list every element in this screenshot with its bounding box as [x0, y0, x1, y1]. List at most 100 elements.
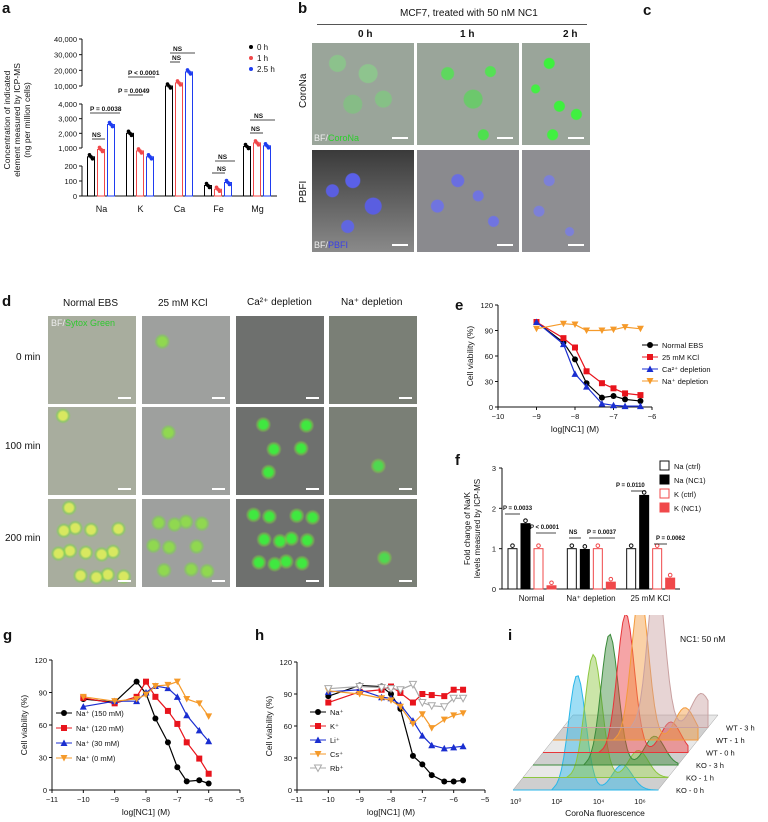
micrograph-d-r2-c2	[236, 499, 324, 587]
panel-letter-f: f	[455, 452, 460, 469]
bar	[605, 581, 616, 590]
chart-i: NC1: 50 nM KO - 0 h KO - 1 h KO - 3 h WT - 0…	[510, 615, 755, 818]
y-tick-label: 0	[73, 192, 77, 201]
series-line	[83, 680, 210, 717]
y-tick-label: 60	[485, 352, 493, 361]
data-point	[598, 380, 605, 387]
y-tick-label: 120	[34, 656, 47, 665]
y-axis-label: Cell viability (%)	[465, 326, 475, 387]
data-point	[510, 543, 515, 548]
scale-bar	[118, 488, 131, 490]
y-tick-label: 90	[284, 690, 292, 699]
y-tick-label: 4,000	[58, 100, 77, 109]
micrograph-d-r2-c0	[48, 499, 136, 587]
bar	[592, 548, 603, 590]
legend-swatch	[659, 502, 670, 513]
scale-bar	[118, 580, 131, 582]
data-point	[207, 185, 212, 190]
scale-bar	[212, 488, 225, 490]
bar	[87, 156, 95, 197]
data-point	[610, 326, 617, 334]
data-point	[428, 772, 435, 779]
overlay-bf-label: BF	[51, 318, 63, 328]
bar	[243, 146, 251, 197]
data-point	[173, 678, 181, 686]
data-point	[151, 683, 159, 690]
micrograph-d-r1-c0	[48, 407, 136, 495]
y-tick-label: 30,000	[54, 51, 77, 60]
data-point	[196, 755, 203, 762]
data-point	[227, 182, 232, 187]
x-tick-label: −8	[571, 412, 580, 421]
bar	[665, 577, 676, 590]
data-point	[100, 149, 105, 154]
data-point	[195, 726, 203, 734]
data-point	[139, 151, 144, 155]
legend-marker	[314, 736, 322, 743]
y-tick-label: 120	[279, 658, 292, 667]
overlay-sep: /	[325, 240, 329, 250]
data-point	[598, 327, 606, 334]
x-axis-label: log[NC1] (M)	[551, 424, 599, 434]
y-tick-label: 0	[489, 403, 493, 412]
y-tick-label: 60	[39, 721, 47, 730]
y-tick-label: 30	[284, 754, 292, 763]
data-point	[523, 518, 528, 523]
legend-marker	[646, 378, 654, 385]
legend-marker	[249, 56, 253, 60]
legend-label: Na⁺ (120 mM)	[76, 724, 124, 733]
panel-d-row-0: 0 min	[16, 352, 41, 363]
micrograph-coro-0h: BF/CoroNa	[312, 43, 414, 145]
scale-bar	[118, 397, 131, 399]
legend-marker	[647, 354, 653, 360]
scale-bar	[306, 488, 319, 490]
y-axis-label: levels measured by ICP-MS	[473, 479, 482, 578]
significance-label: P = 0.0110	[616, 483, 645, 489]
data-point	[572, 356, 578, 363]
panel-b-title-rule	[317, 24, 587, 25]
y-tick-label: 90	[39, 689, 47, 698]
bar	[566, 548, 577, 590]
legend-label: Ca²⁺ depletion	[662, 365, 711, 374]
scale-bar	[392, 244, 408, 246]
overlay-bf-label: BF	[314, 133, 326, 143]
x-tick-label: Na⁺ depletion	[566, 594, 615, 603]
legend-label: Na⁺ (0 mM)	[76, 754, 116, 763]
significance-label: NS	[569, 530, 577, 536]
data-point	[450, 686, 457, 693]
panel-d-col-3: Na⁺ depletion	[341, 297, 403, 308]
significance-label: P = 0.0033	[503, 506, 533, 512]
series-label: KO - 0 h	[676, 786, 704, 795]
panel-b-row-pbfi: PBFI	[298, 180, 309, 203]
micrograph-d-r1-c2	[236, 407, 324, 495]
data-point	[143, 678, 149, 685]
data-point	[266, 146, 271, 150]
data-point	[378, 695, 386, 702]
y-tick-label: 100	[64, 177, 77, 186]
panel-letter-h: h	[255, 627, 265, 644]
data-point	[133, 678, 140, 685]
x-tick-label: Ca	[174, 204, 186, 214]
data-point	[667, 572, 673, 578]
bar	[136, 150, 144, 197]
micrograph-d-r1-c1	[142, 407, 230, 495]
x-tick-label: Mg	[251, 204, 264, 214]
data-point	[582, 544, 588, 549]
bar	[185, 71, 193, 197]
scale-bar	[399, 488, 412, 490]
x-tick-label: −6	[204, 795, 213, 804]
x-tick-label: −9	[355, 795, 364, 804]
x-tick-label: −5	[236, 795, 245, 804]
significance-label: P < 0.0001	[128, 70, 160, 77]
data-point	[133, 696, 141, 703]
data-point	[610, 385, 617, 392]
micrograph-d-r0-c3	[329, 316, 417, 404]
significance-label: NS	[254, 113, 264, 120]
data-point	[246, 146, 251, 151]
bar	[146, 156, 154, 197]
data-point	[323, 685, 333, 694]
data-point	[173, 693, 181, 700]
data-point	[174, 764, 181, 771]
data-point	[196, 777, 203, 784]
data-point	[571, 370, 579, 377]
